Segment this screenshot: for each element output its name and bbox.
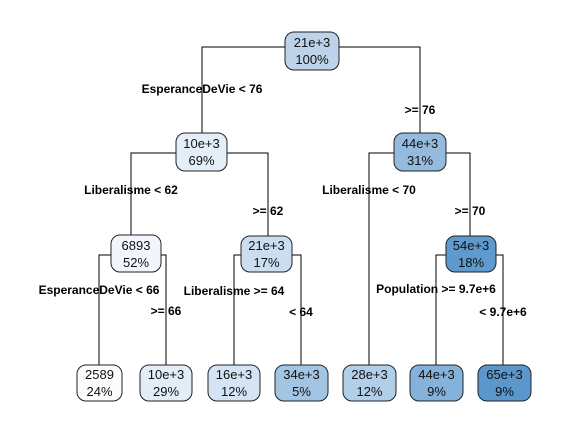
node-n8: 16e+3 12%: [207, 364, 261, 402]
node-box: [139, 364, 193, 402]
node-percent: 12%: [356, 384, 382, 399]
edge-root-left: [201, 46, 285, 133]
node-value: 44e+3: [418, 367, 455, 382]
node-percent: 9%: [495, 384, 514, 399]
node-box: [477, 364, 532, 402]
node-box: [207, 364, 261, 402]
split-labels: EsperanceDeVie < 76 >= 76 Liberalisme < …: [39, 82, 527, 319]
node-n6: 2589 24%: [76, 364, 123, 402]
node-n7: 10e+3 29%: [139, 364, 193, 402]
node-value: 10e+3: [148, 367, 185, 382]
node-value: 44e+3: [402, 136, 439, 151]
node-n1: 21e+3 100%: [284, 31, 340, 71]
split-label: Liberalisme < 70: [322, 183, 416, 197]
edge-n4-right: [161, 254, 167, 365]
split-label: Population >= 9.7e+6: [376, 282, 496, 296]
node-percent: 31%: [407, 153, 433, 168]
split-label: >= 66: [151, 304, 182, 318]
split-label: >= 70: [455, 204, 486, 218]
node-value: 21e+3: [294, 35, 331, 50]
node-n2: 10e+3 69%: [175, 132, 228, 172]
node-box: [110, 234, 162, 273]
split-label: Liberalisme < 62: [84, 183, 178, 197]
node-percent: 12%: [221, 384, 247, 399]
edge-n13-right: [496, 254, 504, 365]
node-value: 10e+3: [183, 136, 220, 151]
node-percent: 18%: [458, 255, 484, 270]
node-value: 16e+3: [216, 367, 253, 382]
edge-n2-right: [227, 152, 269, 236]
edge-n5-right: [292, 254, 302, 365]
edge-n3-left: [368, 152, 394, 365]
node-value: 54e+3: [453, 238, 490, 253]
node-percent: 69%: [188, 153, 214, 168]
node-box: [409, 364, 464, 402]
split-label: EsperanceDeVie < 76: [142, 82, 263, 96]
split-label: EsperanceDeVie < 66: [39, 283, 160, 297]
node-value: 21e+3: [248, 238, 285, 253]
edge-n4-left: [98, 254, 111, 365]
node-percent: 24%: [86, 384, 112, 399]
node-value: 65e+3: [486, 367, 523, 382]
node-box: [445, 235, 497, 273]
node-n10: 28e+3 12%: [342, 364, 397, 402]
node-percent: 17%: [253, 255, 279, 270]
split-label: < 64: [289, 305, 313, 319]
node-box: [240, 235, 293, 273]
node-n5: 21e+3 17%: [240, 235, 293, 273]
node-value: 34e+3: [283, 367, 320, 382]
edge-root-right: [339, 46, 421, 133]
node-box: [393, 132, 447, 172]
edge-n13-left: [435, 254, 446, 365]
node-n3: 44e+3 31%: [393, 132, 447, 172]
node-percent: 5%: [292, 384, 311, 399]
edge-n2-left: [130, 152, 176, 235]
node-value: 2589: [85, 367, 114, 382]
node-box: [274, 364, 329, 402]
split-label: Liberalisme >= 64: [184, 284, 285, 298]
node-n11: 44e+3 9%: [409, 364, 464, 402]
node-percent: 52%: [123, 255, 149, 270]
node-value: 6893: [122, 238, 151, 253]
node-n4: 6893 52%: [110, 234, 162, 273]
split-label: >= 62: [253, 204, 284, 218]
split-label: < 9.7e+6: [479, 305, 527, 319]
node-n9: 34e+3 5%: [274, 364, 329, 402]
node-percent: 100%: [295, 52, 329, 67]
node-value: 28e+3: [351, 367, 388, 382]
node-n13: 54e+3 18%: [445, 235, 497, 273]
node-percent: 9%: [427, 384, 446, 399]
tree-edges: [98, 46, 504, 365]
node-box: [76, 364, 123, 402]
node-box: [175, 132, 228, 172]
edge-n5-left: [233, 254, 241, 365]
edge-n3-right: [446, 152, 471, 236]
node-n12: 65e+3 9%: [477, 364, 532, 402]
node-box: [342, 364, 397, 402]
split-label: >= 76: [405, 103, 436, 117]
node-box: [284, 31, 340, 71]
node-percent: 29%: [153, 384, 179, 399]
